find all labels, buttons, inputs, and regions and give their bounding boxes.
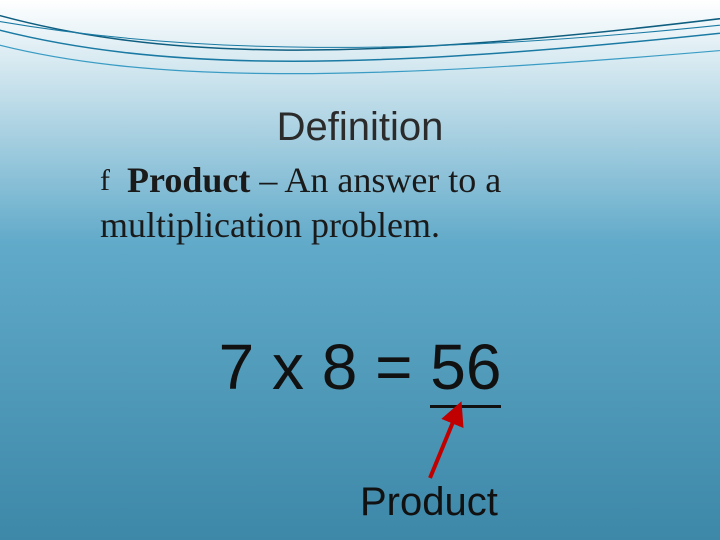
swoosh-line-2 — [0, 25, 720, 61]
product-label: Product — [360, 480, 498, 525]
swoosh-line-3 — [0, 40, 720, 74]
pointer-arrow — [0, 0, 720, 540]
equation-answer: 56 — [430, 331, 501, 408]
slide: Definition f Product – An answer to a mu… — [0, 0, 720, 540]
definition-separator: – — [250, 160, 284, 200]
bullet-icon: f — [100, 164, 110, 197]
swoosh-line-4 — [0, 18, 720, 47]
definition-text: f Product – An answer to a multiplicatio… — [100, 158, 640, 248]
slide-title: Definition — [0, 105, 720, 150]
definition-term: Product — [127, 160, 250, 200]
equation: 7 x 8 = 56 — [0, 330, 720, 404]
swoosh-line-1 — [0, 10, 720, 50]
header-swoosh — [0, 0, 720, 100]
equation-lhs: 7 x 8 = — [219, 331, 431, 403]
arrow-line — [430, 405, 460, 478]
